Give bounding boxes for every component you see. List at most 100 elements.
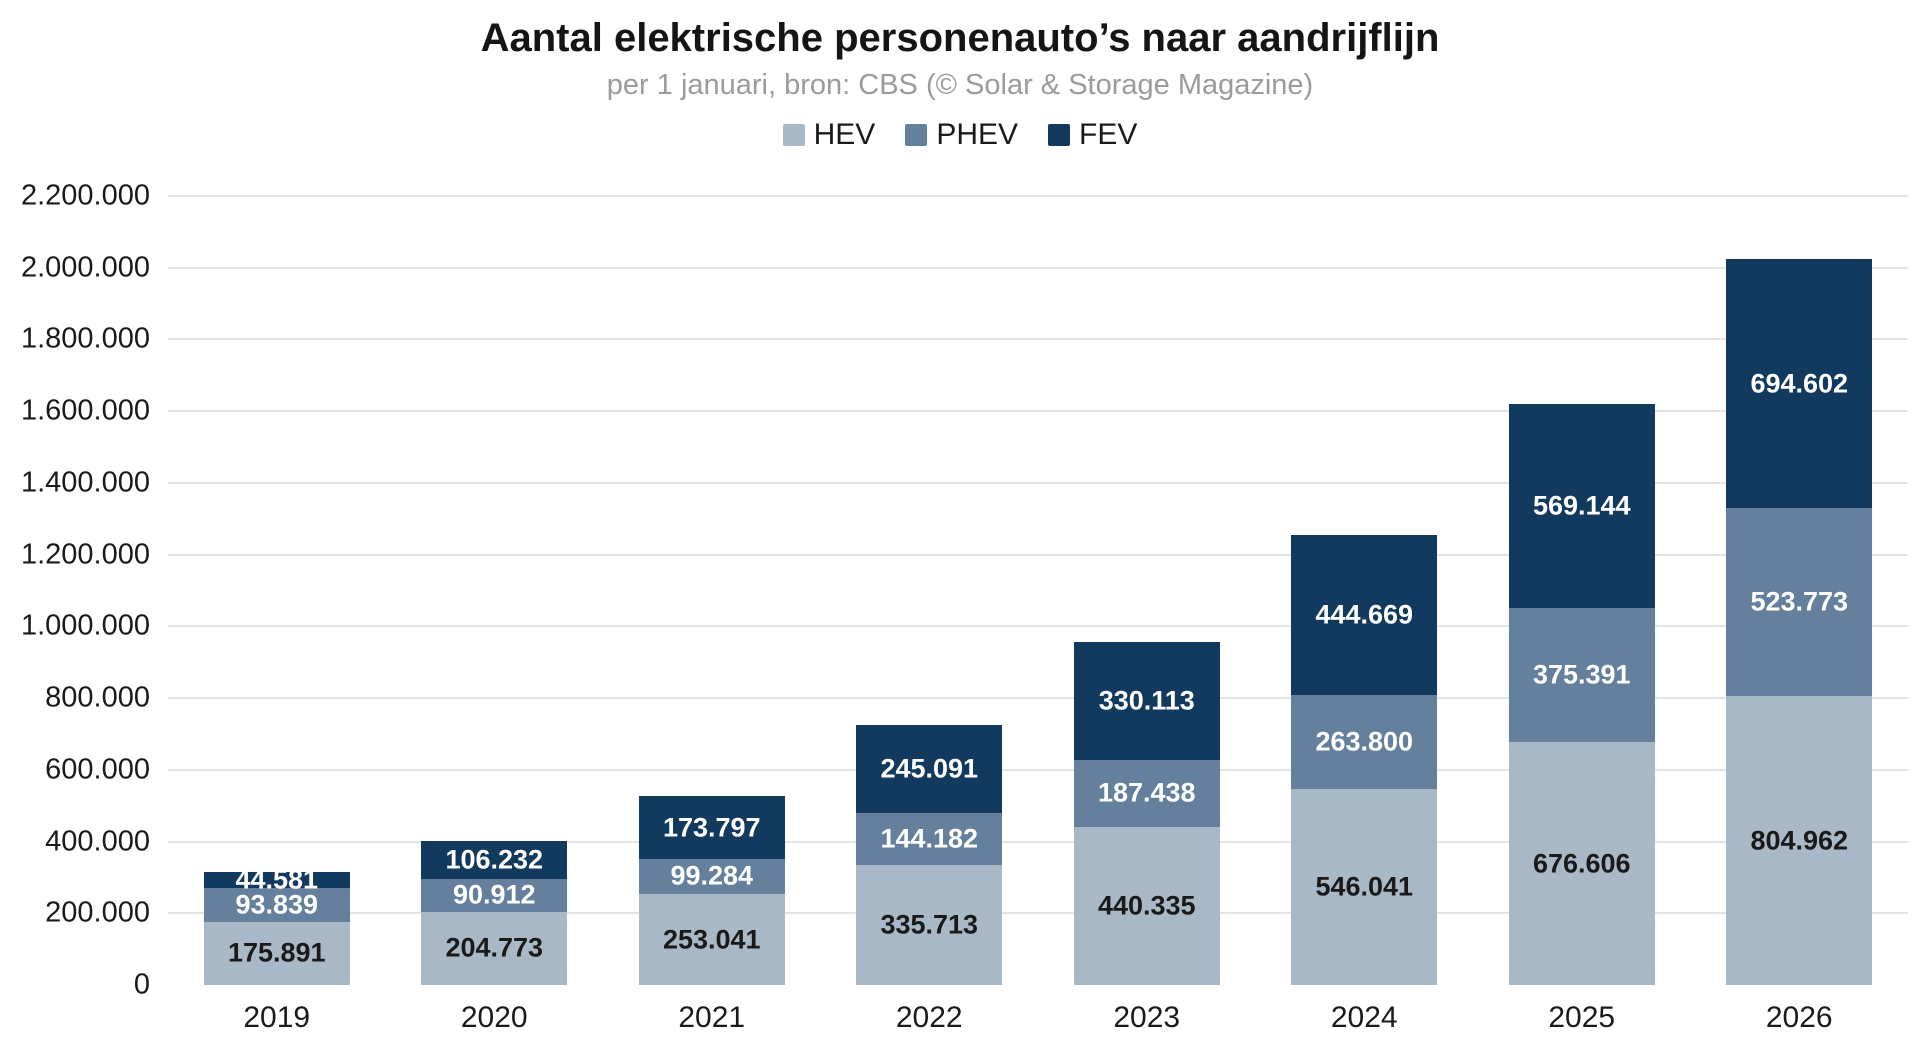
- bar-value-label: 253.041: [662, 924, 761, 955]
- bar-value-label: 245.091: [880, 753, 979, 784]
- gridline: [168, 481, 1908, 484]
- bar-value-label: 694.602: [1750, 368, 1849, 399]
- stacked-bar-2023: 440.335 187.438 330.113: [1073, 641, 1220, 985]
- bar-segment-phev-2023: 187.438: [1073, 759, 1220, 828]
- chart-subtitle: per 1 januari, bron: CBS (© Solar & Stor…: [606, 69, 1314, 101]
- y-tick-label: 1.000.000: [20, 609, 150, 642]
- bar-segment-fev-2020: 106.232: [421, 840, 568, 879]
- legend-label: HEV: [813, 118, 876, 151]
- chart-title: Aantal elektrische personenauto’s naar a…: [480, 16, 1440, 60]
- x-axis-label-2026: 2026: [1765, 1001, 1833, 1034]
- stacked-bar-2019: 175.891 93.839 44.581: [203, 865, 350, 985]
- bar-value-label: 335.713: [880, 909, 979, 940]
- gridline: [168, 410, 1908, 413]
- bar-value-label: 144.182: [880, 823, 979, 854]
- legend-swatch-icon: [1048, 124, 1071, 146]
- y-tick-label: 800.000: [45, 681, 150, 714]
- legend-item-phev: PHEV: [905, 118, 1018, 152]
- x-axis-label-2024: 2024: [1330, 1001, 1398, 1034]
- gridline: [168, 195, 1908, 197]
- gridline: [168, 553, 1908, 556]
- bar-segment-hev-2022: 335.713: [856, 864, 1003, 985]
- gridline: [168, 912, 1908, 915]
- y-axis-tick-labels: 0 200.000 400.000 600.000 800.000 1.000.000 1.…: [0, 180, 150, 1001]
- stacked-bar-2020: 204.773 90.912 106.232: [421, 840, 568, 985]
- bar-value-label: 44.581: [235, 864, 319, 895]
- bar-value-label: 546.041: [1315, 871, 1414, 902]
- bar-segment-phev-2026: 523.773: [1726, 508, 1873, 697]
- bar-slot-2019: 175.891 93.839 44.581: [168, 196, 386, 985]
- y-tick-label: 2.000.000: [20, 251, 150, 284]
- bar-value-label: 804.962: [1750, 825, 1849, 856]
- bar-slot-2020: 204.773 90.912 106.232: [386, 196, 604, 985]
- bar-segment-hev-2024: 546.041: [1291, 789, 1438, 985]
- gridline: [168, 768, 1908, 771]
- legend-item-fev: FEV: [1048, 118, 1137, 152]
- stacked-bar-2021: 253.041 99.284 173.797: [638, 796, 785, 985]
- legend-swatch-icon: [782, 124, 805, 146]
- bar-segment-fev-2022: 245.091: [856, 725, 1003, 813]
- bar-segment-hev-2023: 440.335: [1073, 827, 1220, 985]
- bar-slot-2021: 253.041 99.284 173.797: [603, 196, 821, 985]
- gridline: [168, 840, 1908, 843]
- bar-segment-hev-2025: 676.606: [1508, 742, 1655, 985]
- gridline: [168, 266, 1908, 269]
- gridline: [168, 625, 1908, 628]
- bar-value-label: 106.232: [445, 844, 544, 875]
- y-tick-label: 1.400.000: [20, 466, 150, 499]
- stacked-bar-2022: 335.713 144.182 245.091: [856, 725, 1003, 985]
- bar-value-label: 440.335: [1097, 890, 1196, 921]
- bar-segment-hev-2021: 253.041: [638, 894, 785, 985]
- bar-segment-phev-2020: 90.912: [421, 878, 568, 912]
- y-tick-label: 2.200.000: [20, 179, 150, 212]
- bar-slot-2022: 335.713 144.182 245.091: [821, 196, 1039, 985]
- bar-segment-fev-2023: 330.113: [1073, 641, 1220, 760]
- x-axis-label-2022: 2022: [895, 1001, 963, 1034]
- y-tick-label: 0: [133, 968, 150, 1001]
- x-axis-label-2021: 2021: [678, 1001, 746, 1034]
- bar-value-label: 187.438: [1097, 777, 1196, 808]
- gridline: [168, 697, 1908, 700]
- legend-item-hev: HEV: [782, 118, 876, 152]
- y-tick-label: 200.000: [45, 896, 150, 929]
- y-tick-label: 1.800.000: [20, 322, 150, 355]
- bar-segment-fev-2024: 444.669: [1291, 535, 1438, 695]
- bar-value-label: 330.113: [1098, 685, 1195, 716]
- y-tick-label: 600.000: [45, 753, 150, 786]
- bar-segment-fev-2021: 173.797: [638, 796, 785, 859]
- bar-segment-phev-2022: 144.182: [856, 812, 1003, 865]
- x-axis-labels: 2019 2020 2021 2022 2023 2024 2025 2026: [168, 1001, 1908, 1035]
- bar-segment-hev-2019: 175.891: [203, 921, 350, 985]
- x-axis-label-2020: 2020: [460, 1001, 528, 1034]
- bar-value-label: 263.800: [1315, 726, 1414, 757]
- bar-slot-2026: 804.962 523.773 694.602: [1691, 196, 1909, 985]
- bar-value-label: 676.606: [1532, 848, 1631, 879]
- bar-segment-hev-2020: 204.773: [421, 911, 568, 985]
- gridline: [168, 338, 1908, 341]
- bar-slot-2024: 546.041 263.800 444.669: [1256, 196, 1474, 985]
- bar-slot-2025: 676.606 375.391 569.144: [1473, 196, 1691, 985]
- bar-value-label: 99.284: [670, 860, 754, 891]
- bar-value-label: 173.797: [662, 812, 761, 842]
- y-tick-label: 400.000: [45, 825, 150, 858]
- stacked-bar-2024: 546.041 263.800 444.669: [1291, 535, 1438, 985]
- bar-segment-hev-2026: 804.962: [1726, 696, 1873, 985]
- bar-segment-phev-2021: 99.284: [638, 858, 785, 895]
- legend-label: FEV: [1079, 118, 1138, 151]
- legend-swatch-icon: [905, 124, 928, 146]
- bar-value-label: 175.891: [227, 937, 326, 968]
- bar-segment-phev-2019: 93.839: [203, 888, 350, 922]
- bar-segment-phev-2024: 263.800: [1291, 694, 1438, 790]
- bar-value-label: 93.839: [235, 889, 319, 920]
- bar-segment-phev-2025: 375.391: [1508, 607, 1655, 743]
- x-axis-label-2019: 2019: [243, 1001, 311, 1034]
- bar-value-label: 375.391: [1532, 659, 1631, 690]
- bar-value-label: 569.144: [1532, 490, 1631, 521]
- stacked-bar-2026: 804.962 523.773 694.602: [1726, 259, 1873, 985]
- x-axis-label-2025: 2025: [1548, 1001, 1616, 1034]
- bar-value-label: 90.912: [452, 879, 536, 910]
- x-axis-label-2023: 2023: [1113, 1001, 1181, 1034]
- legend: HEV PHEV FEV: [0, 118, 1920, 152]
- bar-slot-2023: 440.335 187.438 330.113: [1038, 196, 1256, 985]
